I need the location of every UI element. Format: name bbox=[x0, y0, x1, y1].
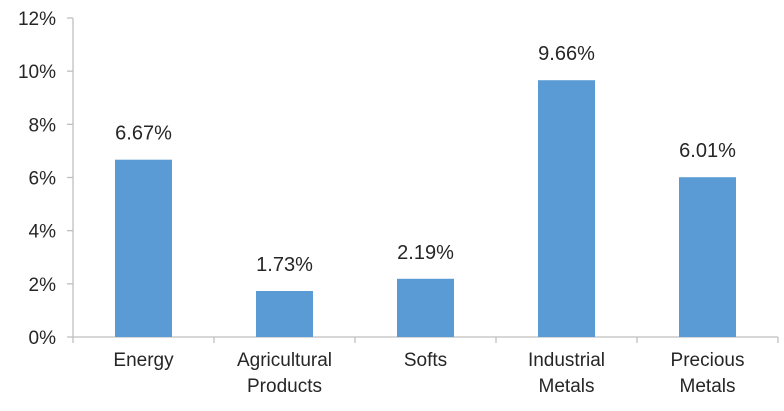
y-tick-label: 12% bbox=[18, 9, 56, 30]
data-label: 1.73% bbox=[256, 254, 313, 276]
x-category-label: Energy bbox=[113, 350, 174, 371]
y-tick-label: 0% bbox=[29, 328, 57, 349]
y-tick-label: 10% bbox=[18, 62, 56, 83]
y-tick-label: 8% bbox=[29, 115, 57, 136]
data-label: 6.01% bbox=[679, 140, 736, 162]
x-category-label: Industrial Metals bbox=[528, 350, 605, 397]
x-category-label: Precious Metals bbox=[671, 350, 745, 397]
data-label: 2.19% bbox=[397, 242, 454, 264]
bar bbox=[538, 80, 595, 337]
bar bbox=[397, 278, 454, 337]
x-category-label: Softs bbox=[404, 350, 447, 371]
y-tick-label: 2% bbox=[29, 275, 57, 296]
x-category-label: Agricultural Products bbox=[237, 350, 332, 397]
axis-layer: 0% 2% 4% 6% 8% 10% 12% bbox=[18, 9, 779, 349]
y-tick-label: 4% bbox=[29, 222, 57, 243]
data-label: 6.67% bbox=[115, 123, 172, 145]
bar bbox=[256, 291, 313, 337]
data-label: 9.66% bbox=[538, 43, 595, 65]
bar bbox=[115, 159, 172, 337]
y-tick-label: 6% bbox=[29, 169, 57, 190]
bars-layer bbox=[115, 80, 736, 337]
labels-layer: 6.67% Energy 1.73% Agricultural Products 2.19… bbox=[113, 43, 744, 397]
bar bbox=[679, 177, 736, 337]
